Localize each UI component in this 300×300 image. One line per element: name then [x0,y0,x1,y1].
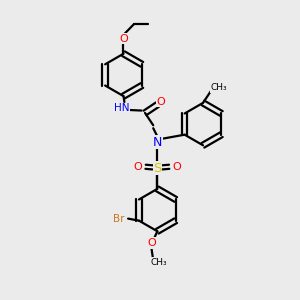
Text: CH₃: CH₃ [211,83,227,92]
Text: O: O [119,34,128,44]
Text: N: N [153,136,162,149]
Text: CH₃: CH₃ [151,258,167,267]
Text: HN: HN [114,103,130,113]
Text: Br: Br [112,214,124,224]
Text: S: S [153,162,161,175]
Text: O: O [134,162,142,172]
Text: O: O [157,97,166,107]
Text: O: O [172,162,181,172]
Text: O: O [147,238,156,248]
